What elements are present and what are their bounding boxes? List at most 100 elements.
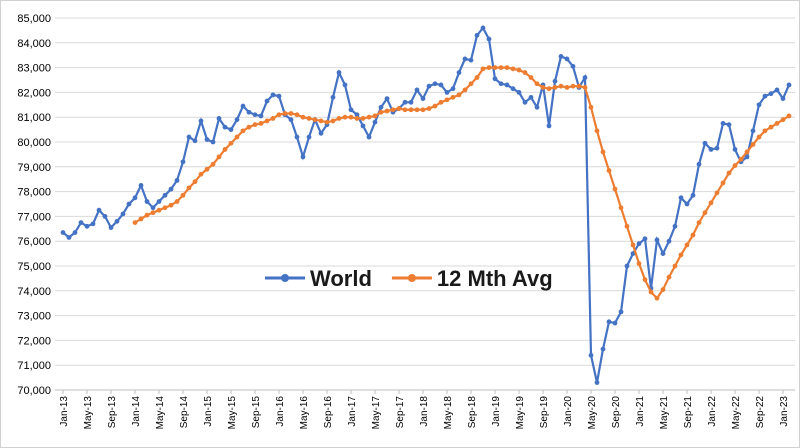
data-point [330,118,336,124]
x-tick-label: Jan-16 [275,396,286,427]
data-point [540,85,546,90]
data-point [510,66,516,72]
data-point [366,134,372,140]
data-point [204,137,210,142]
data-point [354,112,360,118]
data-point [510,86,516,92]
data-point [744,154,750,160]
data-point [654,295,660,301]
data-point [336,70,342,75]
data-point [264,118,270,124]
data-point [228,140,234,146]
data-point [294,134,300,140]
data-point [462,56,468,62]
data-point [660,251,666,256]
data-point [498,81,504,87]
data-point [138,183,144,188]
data-point [762,128,768,134]
data-point [168,186,174,192]
x-tick-label: Sep-17 [395,396,406,429]
y-tick-label: 85,000 [17,13,51,25]
data-point [516,90,522,95]
data-point [366,114,372,120]
y-tick-label: 79,000 [17,162,51,174]
data-point [600,149,606,155]
x-tick-label: Sep-21 [683,396,694,429]
data-point [180,192,186,198]
data-point [120,211,126,217]
data-point [654,237,660,243]
data-point [546,123,552,129]
data-point [618,205,624,211]
data-point [756,134,762,140]
data-point [60,230,66,235]
data-point [258,121,264,126]
data-point [402,99,408,105]
y-tick-label: 77,000 [17,211,51,223]
data-point [786,82,792,88]
data-point [684,201,690,207]
data-point [426,83,432,89]
data-point [546,86,552,92]
data-point [522,70,528,75]
data-point [234,117,240,123]
x-tick-label: Sep-19 [539,396,550,429]
x-tick-label: May-14 [155,396,166,430]
data-point [318,130,324,136]
y-tick-label: 83,000 [17,63,51,75]
data-point [204,166,210,172]
data-point [414,87,420,93]
x-tick-label: Jan-22 [707,396,718,427]
data-point [648,289,654,295]
data-point [516,67,522,73]
data-point [276,112,282,118]
data-point [492,76,498,82]
x-tick-label: Sep-18 [467,396,478,429]
data-point [288,117,294,123]
data-point [786,113,792,119]
data-point [114,218,120,224]
data-point [270,116,276,121]
data-point [774,87,780,93]
data-point [720,121,726,126]
data-point [732,163,738,168]
x-tick-label: May-13 [83,396,94,430]
data-point [768,124,774,130]
data-point [444,97,450,103]
y-tick-label: 73,000 [17,311,51,323]
data-point [186,185,192,191]
data-point [306,116,312,121]
data-point [690,192,696,198]
data-point [132,220,138,226]
data-point [756,102,762,108]
y-tick-label: 82,000 [17,87,51,99]
data-point [744,149,750,155]
data-point [444,90,450,95]
data-point [624,263,630,269]
data-point [384,96,390,101]
data-point [492,65,498,70]
data-point [534,81,540,87]
data-point [246,124,252,130]
data-point [768,91,774,97]
data-point [216,154,222,160]
data-point [342,82,348,88]
x-tick-label: Jan-15 [203,396,214,427]
y-tick-label: 76,000 [17,236,51,248]
data-point [198,171,204,177]
data-point [420,107,426,113]
data-point [486,65,492,70]
data-point [762,93,768,99]
data-point [360,116,366,121]
data-point [234,134,240,140]
data-point [456,92,462,98]
y-tick-label: 72,000 [17,335,51,347]
data-point [582,85,588,90]
data-point [408,99,414,105]
data-point [780,96,786,101]
data-point [474,32,480,38]
data-point [630,242,636,248]
data-point [84,223,90,229]
data-point [696,220,702,226]
x-tick-label: May-15 [227,396,238,430]
